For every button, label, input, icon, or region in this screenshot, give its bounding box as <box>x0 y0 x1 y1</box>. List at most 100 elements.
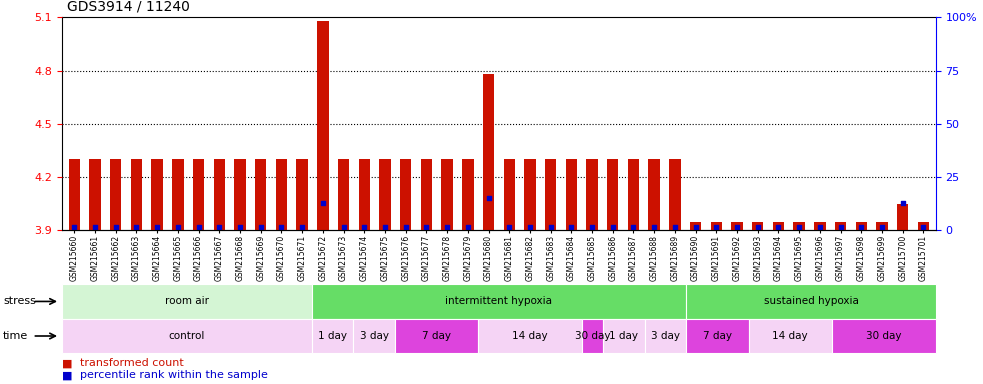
Point <box>211 224 227 230</box>
Point <box>67 224 83 230</box>
Bar <box>359 159 370 230</box>
Point <box>129 224 145 230</box>
Point <box>791 224 807 230</box>
Bar <box>748 319 832 353</box>
Bar <box>603 319 645 353</box>
Bar <box>686 319 748 353</box>
Bar <box>110 159 122 230</box>
Text: 3 day: 3 day <box>360 331 388 341</box>
Bar <box>918 222 929 230</box>
Text: time: time <box>3 331 29 341</box>
Point <box>273 224 289 230</box>
Bar <box>421 159 433 230</box>
Point <box>149 224 165 230</box>
Point <box>584 224 600 230</box>
Bar <box>669 159 680 230</box>
Bar <box>62 284 312 319</box>
Text: 30 day: 30 day <box>575 331 610 341</box>
Bar <box>752 222 764 230</box>
Point <box>232 224 248 230</box>
Point <box>439 224 455 230</box>
Bar <box>832 319 936 353</box>
Bar <box>478 319 582 353</box>
Point <box>771 224 786 230</box>
Text: percentile rank within the sample: percentile rank within the sample <box>80 370 267 381</box>
Bar <box>814 222 826 230</box>
Point <box>481 195 496 202</box>
Bar <box>855 222 867 230</box>
Text: transformed count: transformed count <box>80 358 184 368</box>
Bar <box>338 159 349 230</box>
Point <box>874 224 890 230</box>
Bar <box>645 319 686 353</box>
Point <box>853 224 869 230</box>
Point <box>398 224 414 230</box>
Bar <box>234 159 246 230</box>
Bar <box>835 222 846 230</box>
Bar <box>276 159 287 230</box>
Bar <box>379 159 390 230</box>
Bar <box>69 159 80 230</box>
Bar <box>193 159 204 230</box>
Bar <box>255 159 266 230</box>
Bar <box>565 159 577 230</box>
Point <box>522 224 538 230</box>
Point <box>501 224 517 230</box>
Point <box>729 224 745 230</box>
Bar <box>441 159 453 230</box>
Text: 14 day: 14 day <box>512 331 548 341</box>
Bar <box>711 222 722 230</box>
Text: sustained hypoxia: sustained hypoxia <box>764 296 858 306</box>
Point <box>625 224 641 230</box>
Point <box>336 224 352 230</box>
Bar <box>462 159 474 230</box>
Point <box>377 224 393 230</box>
Text: 1 day: 1 day <box>318 331 347 341</box>
Point <box>315 200 330 206</box>
Bar <box>318 21 328 230</box>
Bar <box>353 319 395 353</box>
Bar <box>89 159 100 230</box>
Bar <box>524 159 536 230</box>
Text: GDS3914 / 11240: GDS3914 / 11240 <box>67 0 190 13</box>
Bar <box>483 74 494 230</box>
Point <box>294 224 310 230</box>
Bar <box>897 204 908 230</box>
Bar <box>545 159 556 230</box>
Bar <box>395 319 478 353</box>
Point <box>357 224 373 230</box>
Bar <box>312 284 686 319</box>
Bar <box>876 222 888 230</box>
Point <box>563 224 579 230</box>
Text: 1 day: 1 day <box>609 331 638 341</box>
Point <box>108 224 124 230</box>
Bar <box>649 159 660 230</box>
Text: ■: ■ <box>62 358 73 368</box>
Point <box>833 224 848 230</box>
Text: control: control <box>168 331 205 341</box>
Point <box>253 224 268 230</box>
Bar <box>686 284 936 319</box>
Point <box>688 224 704 230</box>
Bar <box>628 159 639 230</box>
Text: ■: ■ <box>62 370 73 381</box>
Point <box>191 224 206 230</box>
Text: 7 day: 7 day <box>703 331 732 341</box>
Point <box>543 224 558 230</box>
Point <box>419 224 434 230</box>
Bar <box>587 159 598 230</box>
Bar <box>172 159 184 230</box>
Point <box>646 224 662 230</box>
Point <box>605 224 620 230</box>
Point <box>709 224 724 230</box>
Bar <box>62 319 312 353</box>
Point <box>915 224 931 230</box>
Point <box>895 200 910 206</box>
Point <box>460 224 476 230</box>
Point <box>170 224 186 230</box>
Bar <box>312 319 353 353</box>
Point <box>87 224 103 230</box>
Text: intermittent hypoxia: intermittent hypoxia <box>445 296 552 306</box>
Text: room air: room air <box>165 296 208 306</box>
Bar <box>131 159 143 230</box>
